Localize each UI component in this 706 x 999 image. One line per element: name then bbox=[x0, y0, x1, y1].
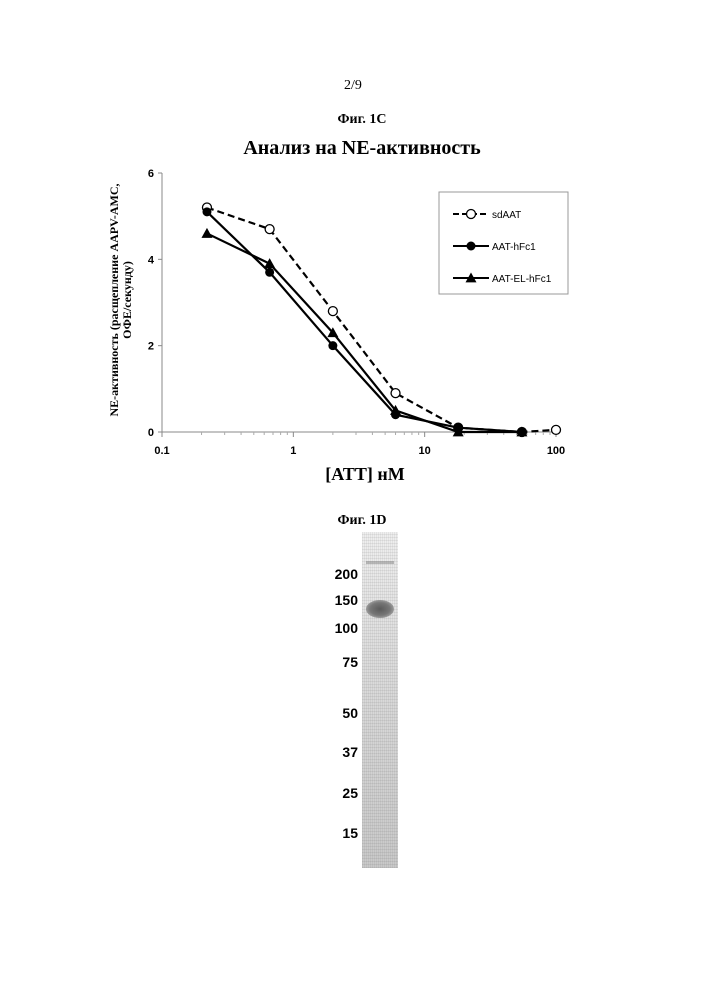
gel-marker: 15 bbox=[318, 825, 358, 841]
gel-marker: 100 bbox=[318, 620, 358, 636]
gel-protein-band bbox=[366, 600, 394, 618]
data-point-AAT-hFc1 bbox=[265, 268, 274, 277]
gel-marker: 25 bbox=[318, 785, 358, 801]
gel-faint-band bbox=[366, 561, 394, 564]
legend-label: AAT-hFc1 bbox=[492, 242, 536, 253]
gel-marker: 75 bbox=[318, 654, 358, 670]
data-point-sdAAT bbox=[391, 389, 400, 398]
gel-marker: 37 bbox=[318, 744, 358, 760]
gel-lane bbox=[362, 532, 398, 868]
data-point-sdAAT bbox=[265, 225, 274, 234]
data-point-AAT-EL-hFc1 bbox=[264, 258, 275, 268]
x-axis-label: [ATT] нМ bbox=[280, 464, 450, 485]
legend-label: sdAAT bbox=[492, 210, 521, 221]
ne-activity-chart: 0 2 4 6 0.1 1 10 100 NE-активность (расщепление … bbox=[0, 0, 706, 999]
legend-marker-AAT-hFc1 bbox=[467, 242, 476, 251]
legend-label: AAT-EL-hFc1 bbox=[492, 274, 552, 285]
x-tick-label: 10 bbox=[419, 445, 431, 457]
y-tick-label: 4 bbox=[148, 254, 155, 266]
y-tick-label: 2 bbox=[148, 341, 154, 353]
figure-1d-label: Фиг. 1D bbox=[0, 513, 706, 529]
y-tick-label: 6 bbox=[148, 168, 154, 180]
legend-marker-sdAAT bbox=[467, 210, 476, 219]
gel-marker: 50 bbox=[318, 705, 358, 721]
gel-marker: 150 bbox=[318, 592, 358, 608]
data-point-AAT-hFc1 bbox=[328, 341, 337, 350]
x-tick-label: 1 bbox=[290, 445, 296, 457]
y-axis-label-line2: ОФЕ/секунду) bbox=[120, 261, 134, 339]
gel-marker: 200 bbox=[318, 566, 358, 582]
data-point-AAT-hFc1 bbox=[202, 207, 211, 216]
y-axis-label: NE-активность (расщепление AAPV-AMC, bbox=[107, 183, 121, 416]
x-tick-label: 100 bbox=[547, 445, 565, 457]
data-point-AAT-EL-hFc1 bbox=[201, 228, 212, 238]
x-tick-label: 0.1 bbox=[154, 445, 169, 457]
data-point-sdAAT bbox=[552, 425, 561, 434]
y-tick-label: 0 bbox=[148, 427, 154, 439]
data-point-sdAAT bbox=[328, 307, 337, 316]
